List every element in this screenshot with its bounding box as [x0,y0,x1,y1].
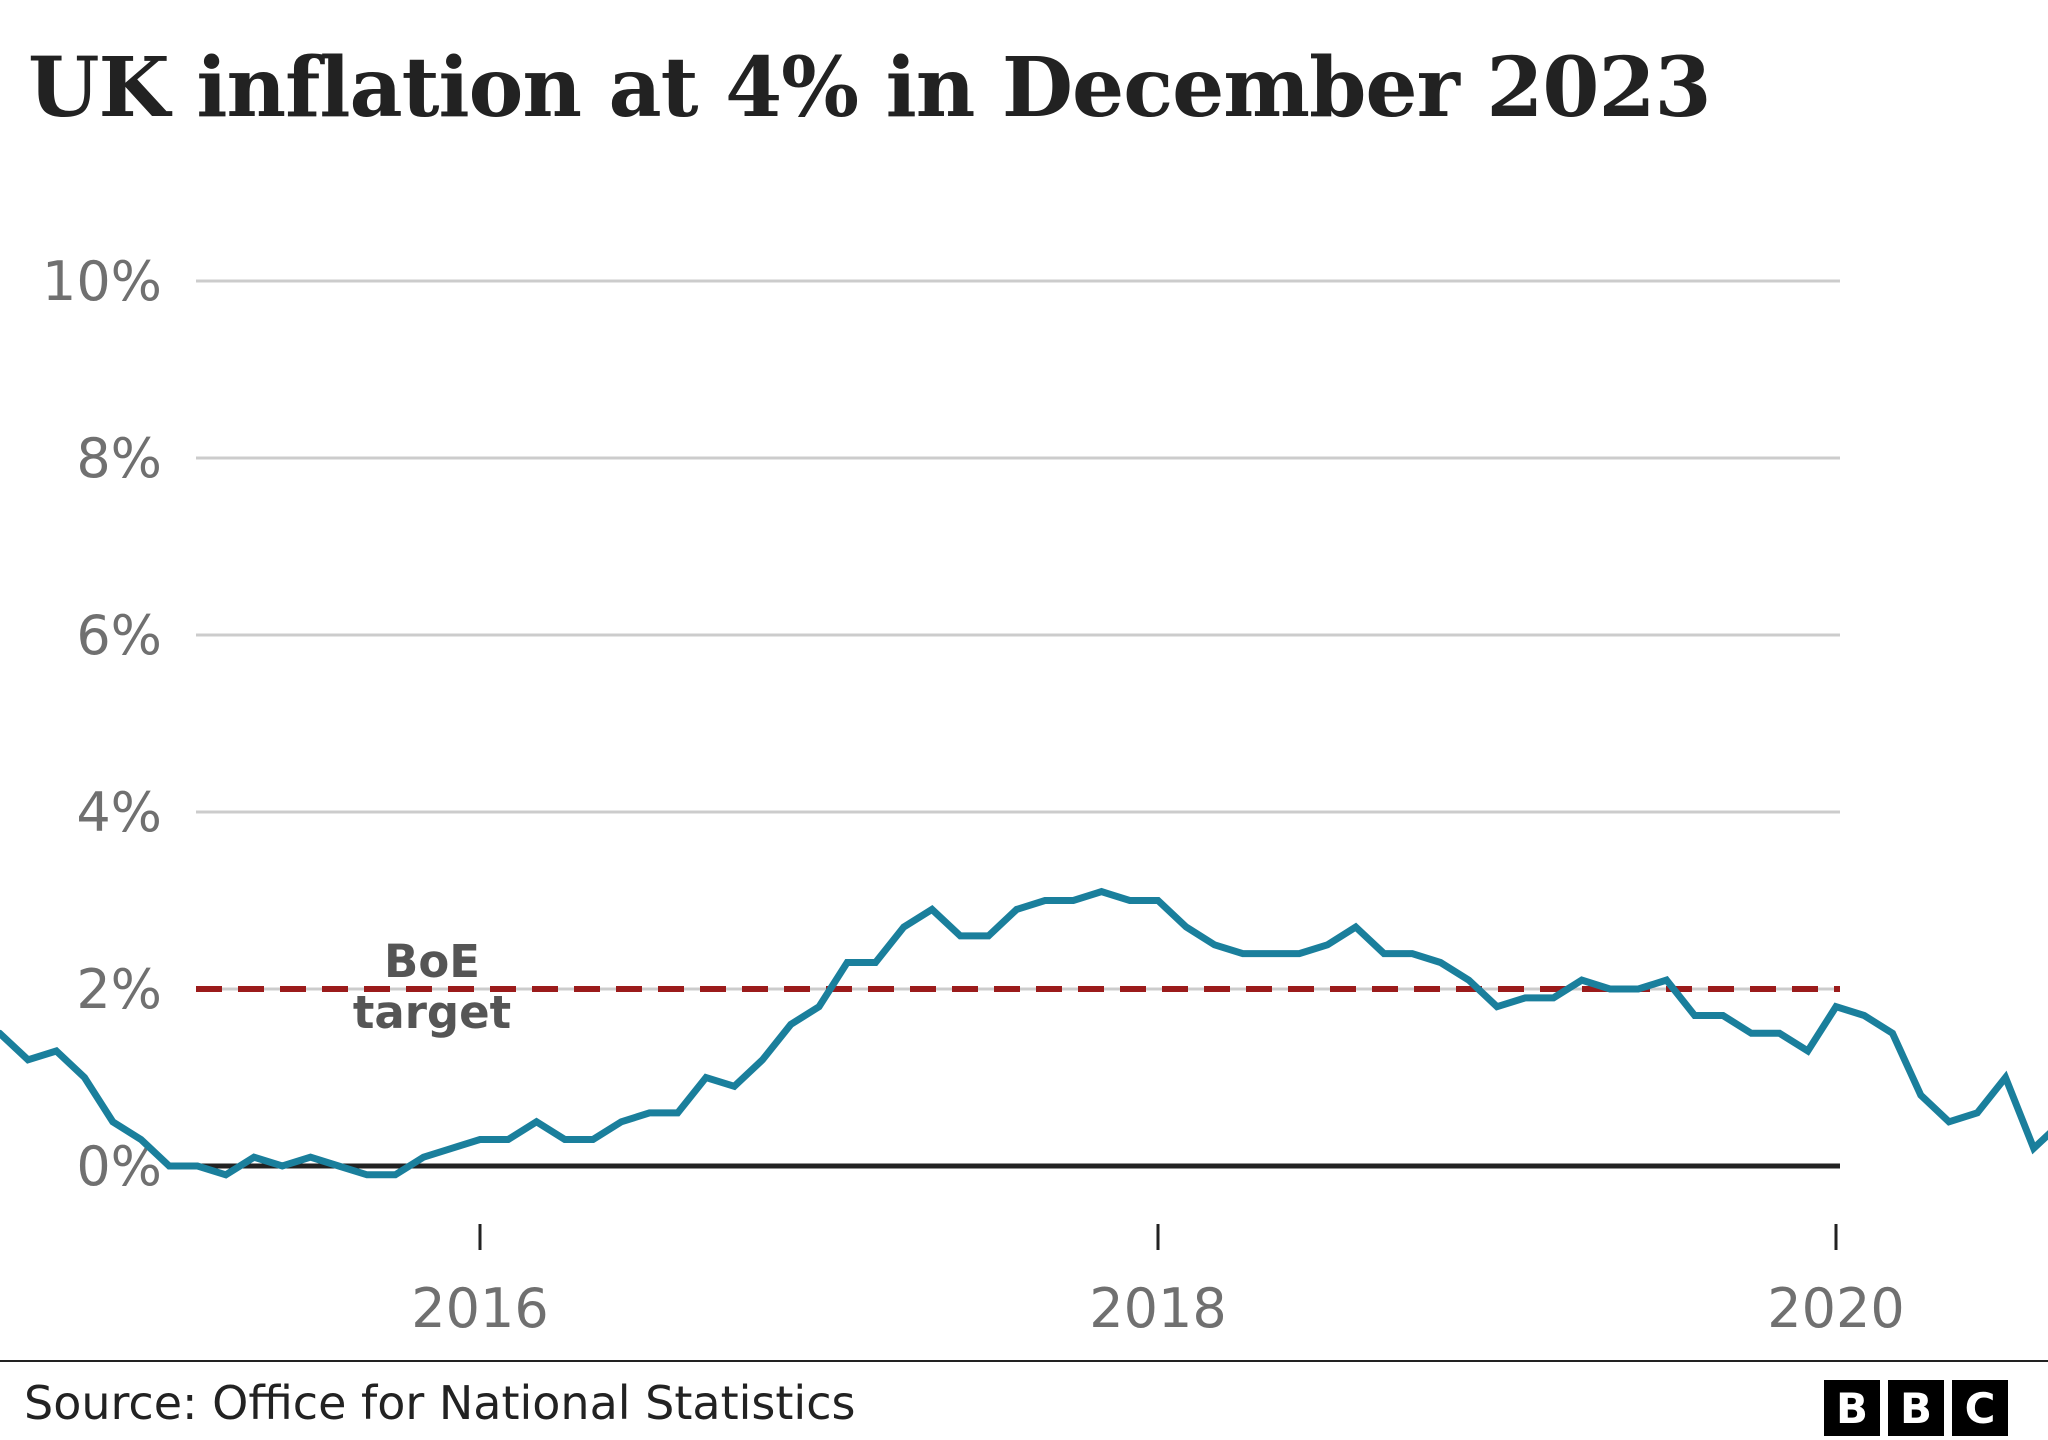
boe-target-label: target [353,986,511,1039]
inflation-series-group [0,887,2048,1179]
y-tick-label: 8% [76,427,162,490]
logo-letter: B [1824,1380,1880,1436]
x-tick-label: 2016 [411,1277,548,1340]
y-tick-label: 4% [76,781,162,844]
logo-letter: C [1952,1380,2008,1436]
x-tick-label: 2020 [1767,1277,1904,1340]
bbc-logo: B B C [1824,1380,2008,1436]
logo-letter: B [1888,1380,1944,1436]
y-tick-label: 10% [42,250,162,313]
y-tick-label: 2% [76,958,162,1021]
x-tick-label: 2018 [1089,1277,1226,1340]
line-chart: 0%2%4%6%8%10% 20162018202020222024 BoEta… [0,250,2048,1340]
inflation-series-line [0,887,2048,1179]
footer-divider [0,1360,2048,1362]
x-axis-ticks: 20162018202020222024 [411,1224,1905,1340]
boe-target-label: BoE [384,935,480,988]
source-note: Source: Office for National Statistics [24,1376,856,1430]
chart-title: UK inflation at 4% in December 2023 [28,40,1712,136]
y-tick-label: 6% [76,604,162,667]
